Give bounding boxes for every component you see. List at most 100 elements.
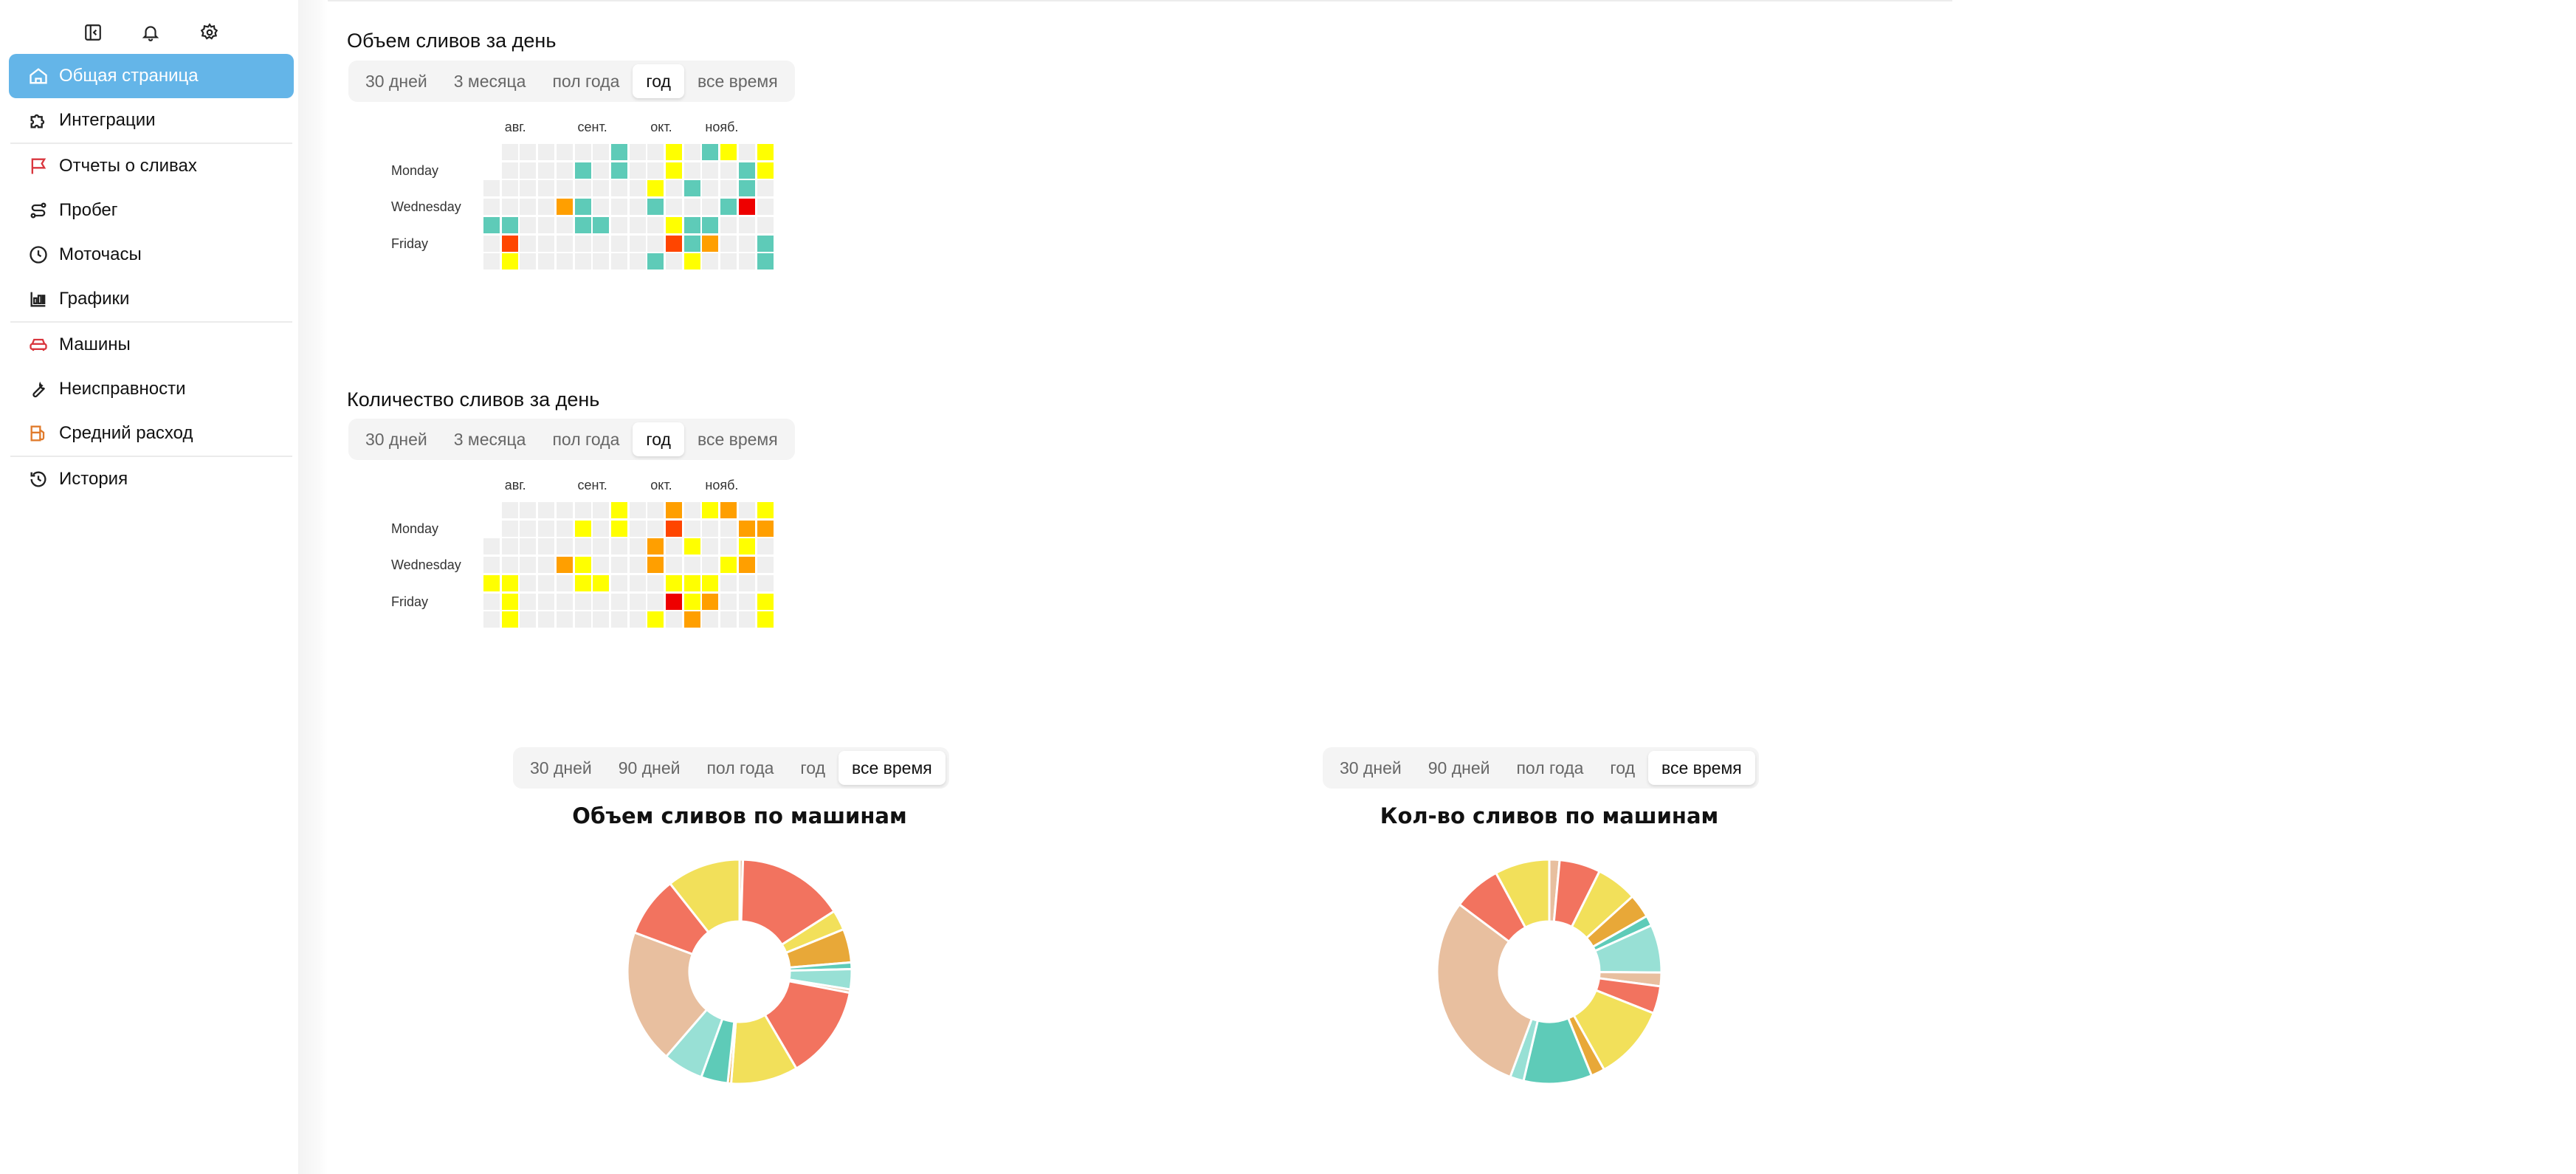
- heatmap-cell[interactable]: [738, 538, 755, 555]
- heatmap-cell[interactable]: [629, 253, 646, 270]
- heatmap-cell[interactable]: [702, 520, 719, 537]
- sidebar-item-0[interactable]: Общая страница: [9, 54, 294, 98]
- heatmap-cell[interactable]: [683, 199, 700, 216]
- heatmap-cell[interactable]: [720, 144, 737, 160]
- heatmap-cell[interactable]: [683, 253, 700, 270]
- heatmap-cell[interactable]: [720, 253, 737, 270]
- heatmap-cell[interactable]: [610, 574, 627, 591]
- heatmap-cell[interactable]: [738, 253, 755, 270]
- heatmap-cell[interactable]: [666, 611, 682, 628]
- heatmap-cell[interactable]: [629, 502, 646, 518]
- sidebar-item-9[interactable]: История: [9, 457, 294, 501]
- heatmap-cell[interactable]: [683, 162, 700, 179]
- heatmap-cell[interactable]: [720, 235, 737, 252]
- heatmap-cell[interactable]: [720, 180, 737, 197]
- heatmap-cell[interactable]: [520, 199, 537, 216]
- heatmap-cell[interactable]: [574, 611, 591, 628]
- donut-slice[interactable]: [626, 931, 709, 1059]
- heatmap-cell[interactable]: [574, 502, 591, 518]
- bell-icon[interactable]: [139, 21, 162, 44]
- heatmap-cell[interactable]: [666, 502, 682, 518]
- heatmap-cell[interactable]: [738, 216, 755, 233]
- period-option[interactable]: 30 дней: [365, 429, 427, 449]
- heatmap-cell[interactable]: [738, 199, 755, 216]
- heatmap-cell[interactable]: [757, 611, 774, 628]
- heatmap-cell[interactable]: [538, 574, 555, 591]
- heatmap-cell[interactable]: [666, 180, 682, 197]
- heatmap-cell[interactable]: [629, 235, 646, 252]
- heatmap-cell[interactable]: [720, 162, 737, 179]
- heatmap-cell[interactable]: [610, 162, 627, 179]
- heatmap-cell[interactable]: [593, 557, 610, 574]
- period-option[interactable]: год: [633, 422, 684, 456]
- heatmap-cell[interactable]: [593, 162, 610, 179]
- heatmap-cell[interactable]: [483, 574, 500, 591]
- heatmap-cell[interactable]: [647, 216, 664, 233]
- heatmap-cell[interactable]: [666, 593, 682, 610]
- heatmap-cell[interactable]: [501, 216, 518, 233]
- heatmap-cell[interactable]: [593, 235, 610, 252]
- heatmap-cell[interactable]: [593, 611, 610, 628]
- heatmap-cell[interactable]: [647, 180, 664, 197]
- donut-slice[interactable]: [740, 858, 836, 947]
- heatmap-cell[interactable]: [738, 162, 755, 179]
- heatmap-cell[interactable]: [702, 216, 719, 233]
- heatmap-cell[interactable]: [702, 593, 719, 610]
- heatmap-cell[interactable]: [520, 557, 537, 574]
- heatmap-cell[interactable]: [720, 199, 737, 216]
- heatmap-cell[interactable]: [720, 557, 737, 574]
- heatmap-cell[interactable]: [702, 574, 719, 591]
- heatmap-cell[interactable]: [666, 538, 682, 555]
- heatmap-cell[interactable]: [702, 538, 719, 555]
- heatmap-cell[interactable]: [483, 593, 500, 610]
- sidebar-item-6[interactable]: Машины: [9, 323, 294, 367]
- heatmap-cell[interactable]: [593, 199, 610, 216]
- heatmap-cell[interactable]: [702, 253, 719, 270]
- heatmap-cell[interactable]: [574, 253, 591, 270]
- period-option[interactable]: 3 месяца: [453, 429, 526, 449]
- donut-slice[interactable]: [668, 858, 741, 934]
- heatmap-cell[interactable]: [483, 235, 500, 252]
- heatmap-cell[interactable]: [574, 199, 591, 216]
- heatmap-cell[interactable]: [574, 180, 591, 197]
- period-option[interactable]: 30 дней: [1340, 758, 1402, 777]
- heatmap-cell[interactable]: [574, 557, 591, 574]
- heatmap-cell[interactable]: [593, 216, 610, 233]
- heatmap-cell[interactable]: [683, 574, 700, 591]
- heatmap-cell[interactable]: [556, 502, 573, 518]
- heatmap-cell[interactable]: [647, 199, 664, 216]
- heatmap-cell[interactable]: [720, 538, 737, 555]
- heatmap-cell[interactable]: [683, 538, 700, 555]
- heatmap-cell[interactable]: [483, 538, 500, 555]
- heatmap-cell[interactable]: [610, 538, 627, 555]
- heatmap-cell[interactable]: [757, 144, 774, 160]
- heatmap-cell[interactable]: [520, 593, 537, 610]
- period-option[interactable]: 90 дней: [618, 758, 681, 777]
- heatmap-cell[interactable]: [738, 611, 755, 628]
- gear-icon[interactable]: [198, 21, 221, 44]
- heatmap-cell[interactable]: [610, 235, 627, 252]
- sidebar-item-7[interactable]: Неисправности: [9, 367, 294, 411]
- period-option[interactable]: 30 дней: [365, 71, 427, 91]
- heatmap-cell[interactable]: [538, 593, 555, 610]
- heatmap-cell[interactable]: [757, 520, 774, 537]
- heatmap-cell[interactable]: [556, 611, 573, 628]
- heatmap-cell[interactable]: [757, 162, 774, 179]
- heatmap-cell[interactable]: [483, 199, 500, 216]
- heatmap-cell[interactable]: [702, 611, 719, 628]
- heatmap-cell[interactable]: [520, 144, 537, 160]
- heatmap-cell[interactable]: [629, 557, 646, 574]
- period-option[interactable]: пол года: [552, 429, 620, 449]
- heatmap-cell[interactable]: [556, 144, 573, 160]
- heatmap-cell[interactable]: [610, 253, 627, 270]
- heatmap-cell[interactable]: [666, 216, 682, 233]
- heatmap-cell[interactable]: [538, 162, 555, 179]
- heatmap-cell[interactable]: [593, 593, 610, 610]
- period-option[interactable]: год: [1610, 758, 1635, 777]
- heatmap-cell[interactable]: [666, 199, 682, 216]
- heatmap-cell[interactable]: [666, 162, 682, 179]
- heatmap-cell[interactable]: [483, 557, 500, 574]
- heatmap-cell[interactable]: [556, 520, 573, 537]
- sidebar-item-4[interactable]: Моточасы: [9, 233, 294, 277]
- heatmap-cell[interactable]: [556, 574, 573, 591]
